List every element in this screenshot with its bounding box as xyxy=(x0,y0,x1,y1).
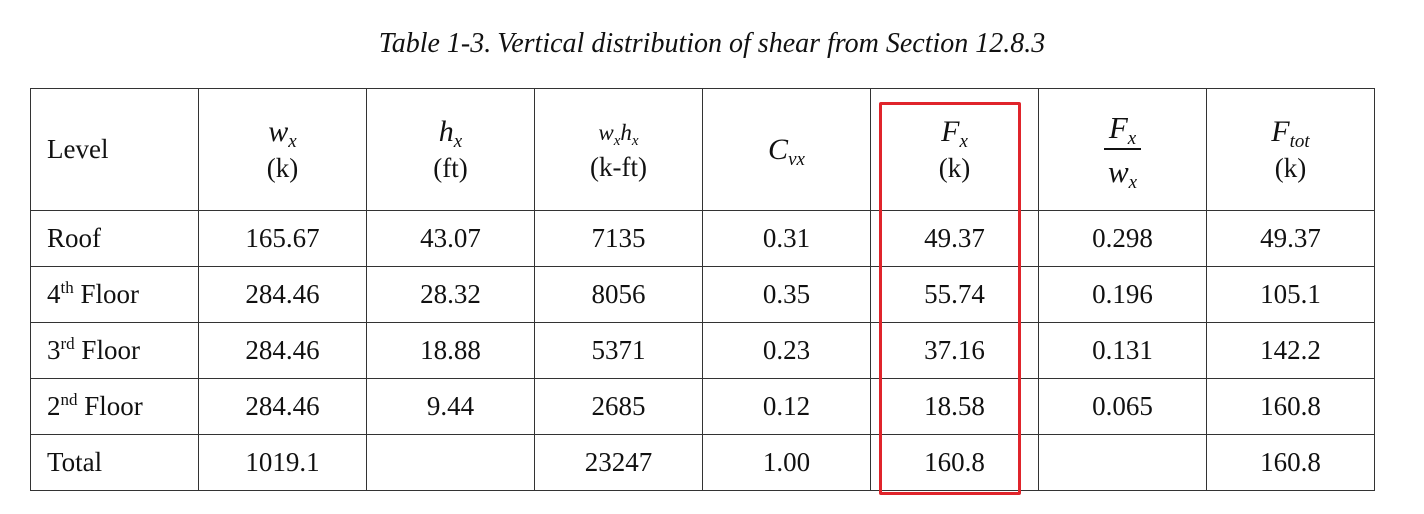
caption-label: Table 1-3. xyxy=(378,28,492,59)
wxhx-cell: 5371 xyxy=(534,322,703,379)
fx-wx-cell: 0.196 xyxy=(1038,266,1207,323)
wxhx-unit: (k-ft) xyxy=(590,151,647,182)
header-cvx: Cvx xyxy=(702,88,871,211)
wxhx-cell: 7135 xyxy=(534,210,703,267)
hx-symbol: hx xyxy=(438,114,463,152)
table-row: 2nd Floor 284.46 9.44 2685 0.12 18.58 0.065 160… xyxy=(30,378,1375,435)
header-row: Level wx (k) hx (ft) wxhx (k-ft) Cvx Fx … xyxy=(30,88,1375,211)
level-cell: 3rd Floor xyxy=(30,322,199,379)
cvx-cell: 0.23 xyxy=(702,322,871,379)
fx-cell: 55.74 xyxy=(870,266,1039,323)
header-fx: Fx (k) xyxy=(870,88,1039,211)
fraction-denominator: wx xyxy=(1107,153,1138,193)
header-ftot: Ftot (k) xyxy=(1206,88,1375,211)
cvx-cell: 0.12 xyxy=(702,378,871,435)
ftot-cell: 105.1 xyxy=(1206,266,1375,323)
header-hx: hx (ft) xyxy=(366,88,535,211)
wx-cell: 284.46 xyxy=(198,322,367,379)
cvx-cell: 1.00 xyxy=(702,434,871,491)
wxhx-symbol: wxhx xyxy=(598,119,639,149)
level-cell: 2nd Floor xyxy=(30,378,199,435)
fx-cell: 49.37 xyxy=(870,210,1039,267)
level-cell: 4th Floor xyxy=(30,266,199,323)
fx-unit: (k) xyxy=(938,152,971,183)
table-caption: Table 1-3. Vertical distribution of shear… xyxy=(0,28,1424,60)
fraction-numerator: Fx xyxy=(1108,109,1137,149)
ftot-cell: 160.8 xyxy=(1206,378,1375,435)
wxhx-cell: 23247 xyxy=(534,434,703,491)
hx-unit: (ft) xyxy=(433,152,468,183)
cvx-cell: 0.35 xyxy=(702,266,871,323)
fx-wx-cell xyxy=(1038,434,1207,491)
wx-symbol: wx xyxy=(268,114,297,152)
fx-over-wx-fraction: Fx wx xyxy=(1103,109,1142,193)
fraction-bar xyxy=(1103,147,1142,150)
ftot-symbol: Ftot xyxy=(1271,114,1310,152)
hx-cell: 18.88 xyxy=(366,322,535,379)
header-fx-over-wx: Fx wx xyxy=(1038,88,1207,211)
wx-cell: 1019.1 xyxy=(198,434,367,491)
hx-cell xyxy=(366,434,535,491)
wxhx-cell: 2685 xyxy=(534,378,703,435)
shear-distribution-table: Level wx (k) hx (ft) wxhx (k-ft) Cvx Fx … xyxy=(30,88,1375,491)
hx-cell: 43.07 xyxy=(366,210,535,267)
cvx-symbol: Cvx xyxy=(768,132,805,170)
ftot-unit: (k) xyxy=(1274,152,1307,183)
table-row: 3rd Floor 284.46 18.88 5371 0.23 37.16 0.131 14… xyxy=(30,322,1375,379)
fx-cell: 160.8 xyxy=(870,434,1039,491)
wxhx-cell: 8056 xyxy=(534,266,703,323)
wx-cell: 284.46 xyxy=(198,378,367,435)
hx-cell: 9.44 xyxy=(366,378,535,435)
ftot-cell: 142.2 xyxy=(1206,322,1375,379)
ftot-cell: 49.37 xyxy=(1206,210,1375,267)
header-wx: wx (k) xyxy=(198,88,367,211)
wx-unit: (k) xyxy=(266,152,299,183)
fx-symbol: Fx xyxy=(941,114,968,152)
table-row: 4th Floor 284.46 28.32 8056 0.35 55.74 0.196 10… xyxy=(30,266,1375,323)
fx-cell: 18.58 xyxy=(870,378,1039,435)
fx-wx-cell: 0.131 xyxy=(1038,322,1207,379)
fx-cell: 37.16 xyxy=(870,322,1039,379)
table-row: Total 1019.1 23247 1.00 160.8 160.8 xyxy=(30,434,1375,491)
ftot-cell: 160.8 xyxy=(1206,434,1375,491)
fx-wx-cell: 0.065 xyxy=(1038,378,1207,435)
level-cell: Total xyxy=(30,434,199,491)
caption-text: Vertical distribution of shear from Sect… xyxy=(497,28,1046,59)
wx-cell: 284.46 xyxy=(198,266,367,323)
fx-wx-cell: 0.298 xyxy=(1038,210,1207,267)
header-wxhx: wxhx (k-ft) xyxy=(534,88,703,211)
table-row: Roof 165.67 43.07 7135 0.31 49.37 0.298 49.37 xyxy=(30,210,1375,267)
cvx-cell: 0.31 xyxy=(702,210,871,267)
wx-cell: 165.67 xyxy=(198,210,367,267)
level-cell: Roof xyxy=(30,210,199,267)
hx-cell: 28.32 xyxy=(366,266,535,323)
header-level: Level xyxy=(30,88,199,211)
